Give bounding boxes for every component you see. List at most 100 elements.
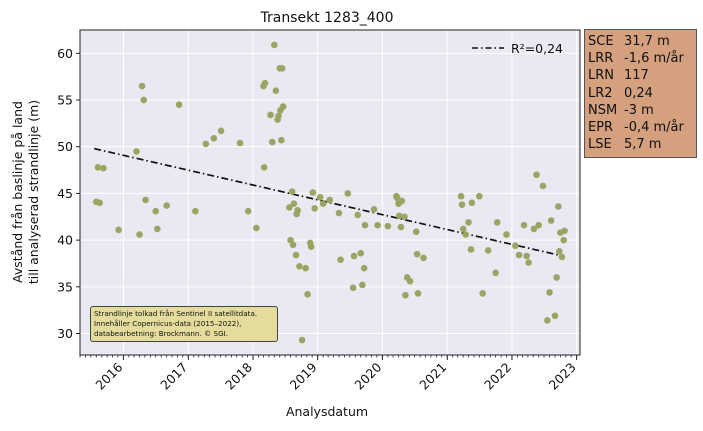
stat-row: LR2 0,24 [588, 85, 696, 102]
data-point [307, 243, 315, 250]
data-point [361, 221, 369, 229]
x-tick-label: 2019 [287, 359, 320, 392]
data-point [278, 64, 286, 72]
data-point [202, 140, 210, 148]
stat-key: SCE [588, 34, 614, 49]
stat-key: LRN [588, 68, 614, 84]
x-tick-label: 2017 [157, 360, 190, 393]
y-axis-label-line-2: till analyserad strandlinje (m) [26, 100, 41, 284]
data-point [292, 251, 300, 259]
data-point [217, 127, 225, 135]
data-point [100, 164, 107, 172]
note-line: databearbetning: Brockmann. © SGI. [94, 329, 229, 338]
data-point [153, 225, 161, 233]
legend-label: R²=0,24 [511, 41, 563, 56]
data-point [546, 289, 553, 296]
legend: R²=0,24 [472, 41, 563, 56]
data-point [279, 103, 287, 110]
stat-key: LSE [588, 137, 612, 153]
y-tick-label: 35 [57, 279, 73, 294]
data-point [115, 226, 122, 234]
data-point [272, 87, 280, 95]
data-point [503, 231, 510, 238]
y-tick-label: 30 [57, 326, 73, 341]
data-point [278, 136, 285, 144]
x-axis-label: Analysdatum [286, 404, 368, 419]
data-point [270, 41, 278, 49]
data-point [335, 209, 343, 217]
stat-value: 31,7 m [624, 34, 670, 49]
data-point [512, 242, 519, 250]
x-tick-label: 2018 [222, 359, 255, 392]
data-point [465, 219, 472, 226]
data-point [275, 112, 282, 120]
data-point [296, 262, 303, 270]
data-point [413, 250, 421, 258]
data-point [344, 190, 352, 197]
data-point [302, 264, 309, 272]
data-point [492, 269, 499, 277]
data-point [553, 274, 560, 281]
data-point [298, 336, 306, 344]
data-point [96, 199, 103, 207]
data-points [93, 41, 568, 344]
y-tick-label: 40 [57, 233, 73, 248]
data-point [319, 200, 327, 208]
data-point [359, 281, 366, 289]
data-point [484, 247, 492, 254]
data-point [530, 225, 538, 233]
data-point [311, 205, 318, 212]
data-point [337, 256, 344, 264]
data-point [457, 192, 465, 200]
data-point [175, 101, 183, 109]
data-point [476, 192, 483, 200]
note-line: Strandlinje tolkad från Sentinel II sate… [94, 309, 258, 318]
data-point [462, 231, 469, 238]
y-tick-label: 60 [57, 46, 73, 61]
data-point [309, 189, 317, 196]
data-point [412, 228, 420, 236]
data-point [551, 312, 559, 320]
data-point [133, 148, 140, 155]
data-point [547, 217, 555, 224]
data-point [370, 206, 378, 213]
data-point [316, 193, 324, 201]
data-point [269, 138, 276, 146]
chart-title: Transekt 1283_400 [259, 10, 393, 26]
data-point [304, 290, 311, 298]
stat-key: EPR [588, 120, 614, 136]
data-point [398, 197, 406, 205]
data-point [349, 284, 357, 292]
data-point [479, 290, 486, 297]
data-point [493, 219, 501, 226]
data-point [397, 223, 405, 231]
data-point [459, 225, 467, 233]
data-point [468, 199, 476, 207]
x-tick-label: 2023 [546, 360, 579, 393]
data-point [289, 241, 297, 249]
data-point [138, 82, 146, 90]
data-point [395, 212, 403, 220]
stat-row: EPR -0,4 m/år [588, 119, 696, 136]
data-point [402, 291, 409, 299]
stat-row: SCE 31,7 m [588, 33, 696, 50]
data-point [555, 203, 562, 210]
stat-value: 117 [624, 68, 649, 84]
y-tick-label: 45 [57, 186, 73, 201]
stat-row: LSE 5,7 m [588, 136, 696, 153]
data-point [290, 200, 298, 208]
data-point [533, 171, 540, 179]
data-point [414, 290, 422, 297]
data-point [253, 224, 260, 232]
data-point [535, 221, 543, 229]
data-point [261, 79, 269, 87]
data-point [558, 253, 566, 261]
data-point [288, 188, 296, 195]
stat-key: LR2 [588, 85, 613, 101]
data-point [354, 211, 362, 219]
stat-row: NSM -3 m [588, 102, 696, 119]
data-point [294, 206, 301, 214]
data-point [357, 249, 365, 257]
data-point [374, 221, 381, 229]
